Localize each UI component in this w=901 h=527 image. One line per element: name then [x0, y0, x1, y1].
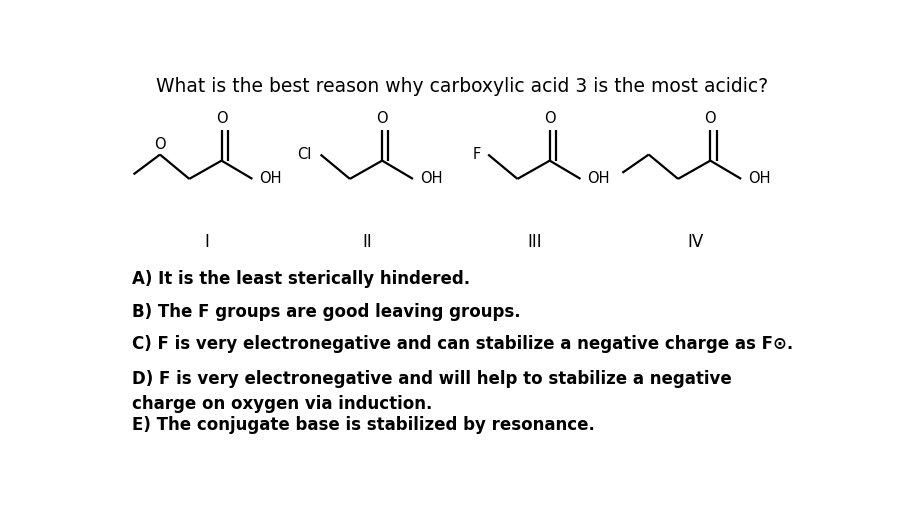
Text: charge on oxygen via induction.: charge on oxygen via induction. [132, 395, 432, 413]
Text: B) The F groups are good leaving groups.: B) The F groups are good leaving groups. [132, 302, 521, 320]
Text: OH: OH [587, 171, 610, 187]
Text: D) F is very electronegative and will help to stabilize a negative: D) F is very electronegative and will he… [132, 369, 732, 388]
Text: I: I [205, 233, 209, 251]
Text: IV: IV [687, 233, 704, 251]
Text: O: O [705, 111, 716, 126]
Text: O: O [544, 111, 556, 126]
Text: O: O [154, 137, 166, 152]
Text: OH: OH [259, 171, 282, 187]
Text: O: O [377, 111, 388, 126]
Text: E) The conjugate base is stabilized by resonance.: E) The conjugate base is stabilized by r… [132, 416, 595, 434]
Text: A) It is the least sterically hindered.: A) It is the least sterically hindered. [132, 270, 470, 288]
Text: II: II [362, 233, 372, 251]
Text: C) F is very electronegative and can stabilize a negative charge as F⊙.: C) F is very electronegative and can sta… [132, 335, 794, 353]
Text: Cl: Cl [297, 147, 312, 162]
Text: O: O [215, 111, 227, 126]
Text: OH: OH [420, 171, 442, 187]
Text: OH: OH [748, 171, 770, 187]
Text: What is the best reason why carboxylic acid 3 is the most acidic?: What is the best reason why carboxylic a… [156, 77, 768, 96]
Text: III: III [528, 233, 542, 251]
Text: F: F [473, 147, 481, 162]
